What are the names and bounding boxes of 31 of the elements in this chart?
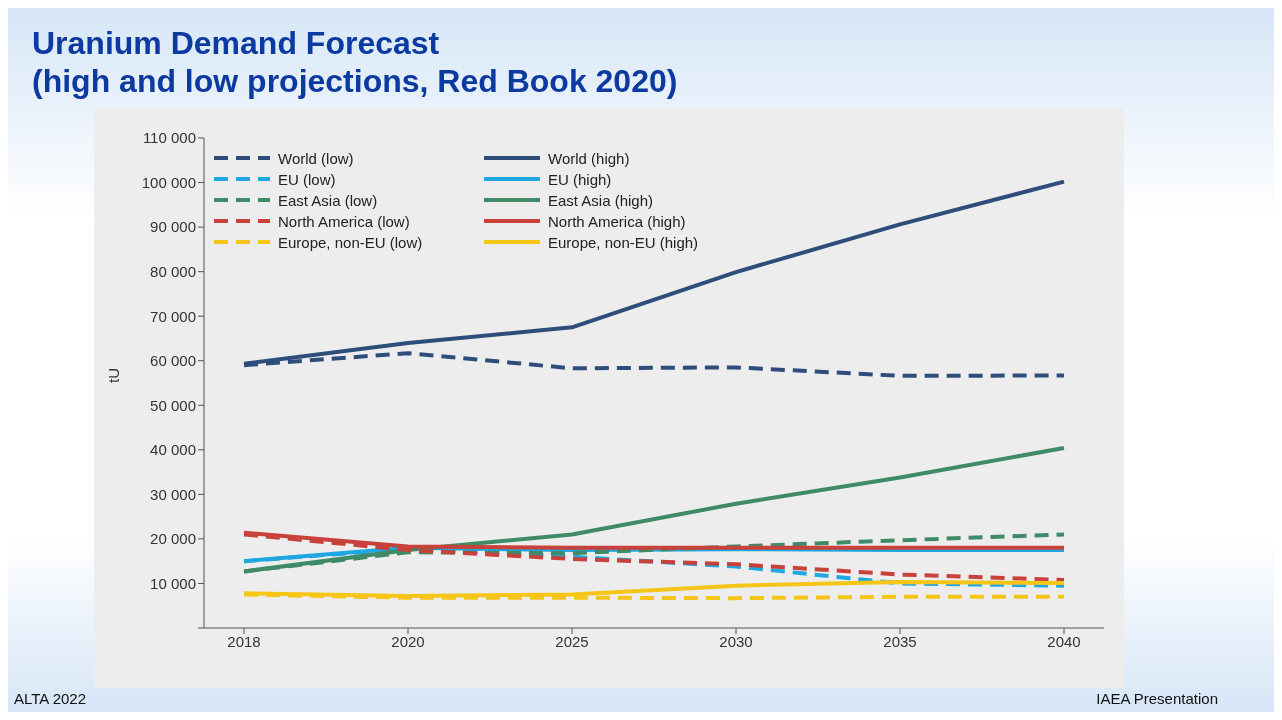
y-tick-label: 90 000 <box>150 218 196 236</box>
y-tick-label: 110 000 <box>142 129 196 147</box>
y-tick-label: 40 000 <box>150 441 196 459</box>
x-tick-label: 2040 <box>1047 632 1081 650</box>
legend-label: World (low) <box>278 149 354 167</box>
x-tick-label: 2030 <box>719 632 753 650</box>
y-tick-label: 60 000 <box>150 352 196 370</box>
chart-title: Uranium Demand Forecast (high and low projections, Red Book 2020) <box>32 24 678 100</box>
x-tick-label: 2020 <box>391 632 425 650</box>
y-tick-label: 30 000 <box>150 485 196 503</box>
y-tick-label: 10 000 <box>150 574 196 592</box>
x-tick-label: 2025 <box>555 632 589 650</box>
legend-label: North America (low) <box>278 212 410 230</box>
y-tick-label: 100 000 <box>141 173 196 191</box>
y-tick-label: 20 000 <box>150 530 196 548</box>
legend-label: East Asia (high) <box>548 191 654 209</box>
y-axis-title: tU <box>105 368 123 383</box>
y-tick-label: 50 000 <box>150 396 196 414</box>
legend-label: Europe, non-EU (high) <box>548 233 699 251</box>
legend-label: Europe, non-EU (low) <box>278 233 423 251</box>
text: IAEA Presentation <box>1096 690 1218 707</box>
y-tick-label: 70 000 <box>150 307 196 325</box>
legend-label: EU (high) <box>548 170 612 188</box>
text: ALTA 2022 <box>14 690 86 707</box>
legend-label: EU (low) <box>278 170 336 188</box>
y-tick-label: 80 000 <box>150 262 196 280</box>
x-tick-label: 2035 <box>883 632 917 650</box>
legend-label: North America (high) <box>548 212 686 230</box>
x-tick-label: 2018 <box>227 632 261 650</box>
legend-label: East Asia (low) <box>278 191 378 209</box>
legend-label: World (high) <box>548 149 630 167</box>
